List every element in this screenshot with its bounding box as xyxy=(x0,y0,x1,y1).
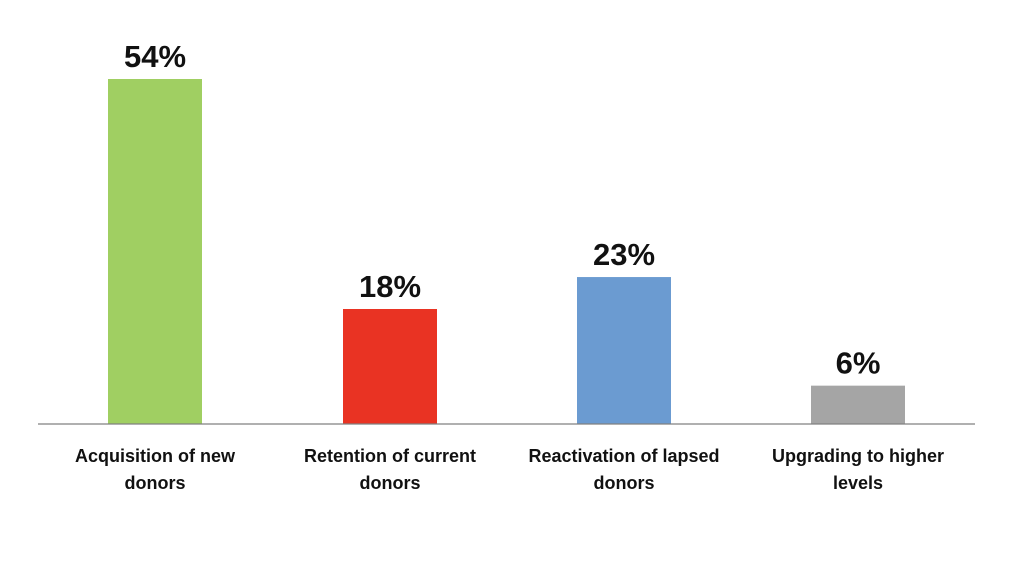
value-label-1: 18% xyxy=(359,269,421,304)
bar-1 xyxy=(343,309,437,424)
value-labels-group: 54% 18% 23% 6% xyxy=(124,39,880,381)
bar-0 xyxy=(108,79,202,424)
category-label-1-line-1: donors xyxy=(360,473,421,493)
value-label-2: 23% xyxy=(593,237,655,272)
category-label-0-line-0: Acquisition of new xyxy=(75,446,236,466)
category-label-3-line-0: Upgrading to higher xyxy=(772,446,944,466)
bar-3 xyxy=(811,385,905,424)
bars-group xyxy=(108,79,905,424)
category-label-3-line-1: levels xyxy=(833,473,883,493)
category-label-2-line-1: donors xyxy=(594,473,655,493)
bar-2 xyxy=(577,277,671,424)
category-label-1-line-0: Retention of current xyxy=(304,446,476,466)
category-labels-group: Acquisition of new donors Retention of cur… xyxy=(75,446,944,493)
value-label-3: 6% xyxy=(836,346,881,381)
value-label-0: 54% xyxy=(124,39,186,74)
category-label-0-line-1: donors xyxy=(125,473,186,493)
category-label-2-line-0: Reactivation of lapsed xyxy=(528,446,719,466)
